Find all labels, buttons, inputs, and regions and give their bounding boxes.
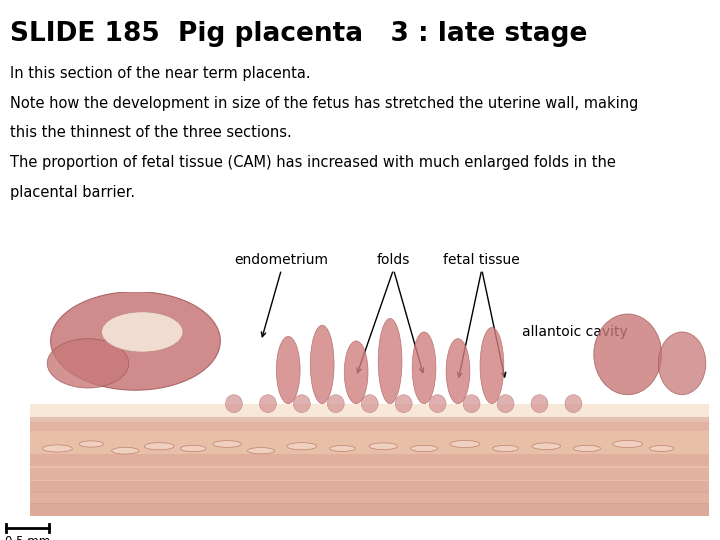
Ellipse shape — [369, 443, 397, 450]
Ellipse shape — [573, 446, 600, 451]
Text: this the thinnest of the three sections.: this the thinnest of the three sections. — [10, 125, 292, 140]
Ellipse shape — [649, 446, 674, 451]
Text: myometrium: myometrium — [149, 483, 239, 497]
Ellipse shape — [180, 446, 206, 451]
Text: folds: folds — [377, 253, 410, 267]
Text: Note how the development in size of the fetus has stretched the uterine wall, ma: Note how the development in size of the … — [10, 96, 639, 111]
Text: SLIDE 185  Pig placenta   3 : late stage: SLIDE 185 Pig placenta 3 : late stage — [10, 21, 588, 46]
Bar — [30, 408, 709, 430]
Ellipse shape — [450, 441, 480, 448]
Ellipse shape — [395, 395, 412, 413]
Ellipse shape — [492, 446, 518, 451]
Ellipse shape — [429, 395, 446, 413]
Ellipse shape — [42, 445, 72, 452]
Bar — [30, 404, 709, 417]
Text: In this section of the near term placenta.: In this section of the near term placent… — [10, 66, 311, 81]
Ellipse shape — [480, 327, 504, 404]
Bar — [30, 454, 709, 467]
Ellipse shape — [613, 441, 643, 448]
Ellipse shape — [361, 395, 378, 413]
Bar — [30, 481, 709, 494]
Text: 0.5 mm: 0.5 mm — [5, 535, 50, 540]
Ellipse shape — [144, 443, 174, 450]
Text: allantoic cavity: allantoic cavity — [522, 325, 628, 339]
Ellipse shape — [410, 446, 438, 451]
Ellipse shape — [446, 339, 470, 403]
Bar — [30, 422, 709, 516]
Ellipse shape — [112, 447, 139, 454]
Ellipse shape — [79, 441, 104, 447]
Text: placental barrier.: placental barrier. — [10, 185, 135, 200]
Text: The proportion of fetal tissue (CAM) has increased with much enlarged folds in t: The proportion of fetal tissue (CAM) has… — [10, 155, 616, 170]
Bar — [30, 492, 709, 504]
Bar — [30, 468, 709, 480]
Text: endometrium: endometrium — [235, 253, 328, 267]
Ellipse shape — [48, 339, 129, 388]
Ellipse shape — [50, 292, 220, 390]
Ellipse shape — [213, 441, 241, 447]
Ellipse shape — [412, 332, 436, 403]
Ellipse shape — [532, 443, 560, 450]
Ellipse shape — [328, 395, 344, 413]
Ellipse shape — [463, 395, 480, 413]
Ellipse shape — [594, 314, 662, 395]
Ellipse shape — [658, 332, 706, 395]
Ellipse shape — [378, 319, 402, 404]
Ellipse shape — [287, 443, 317, 450]
Ellipse shape — [259, 395, 276, 413]
Ellipse shape — [102, 312, 183, 352]
Ellipse shape — [344, 341, 368, 403]
Ellipse shape — [565, 395, 582, 413]
Ellipse shape — [497, 395, 514, 413]
Ellipse shape — [276, 336, 300, 403]
Ellipse shape — [248, 448, 274, 454]
Bar — [30, 503, 709, 516]
Ellipse shape — [225, 395, 243, 413]
Ellipse shape — [310, 325, 334, 403]
Text: fetal tissue: fetal tissue — [444, 253, 520, 267]
Ellipse shape — [531, 395, 548, 413]
Ellipse shape — [293, 395, 310, 413]
Ellipse shape — [330, 446, 356, 451]
